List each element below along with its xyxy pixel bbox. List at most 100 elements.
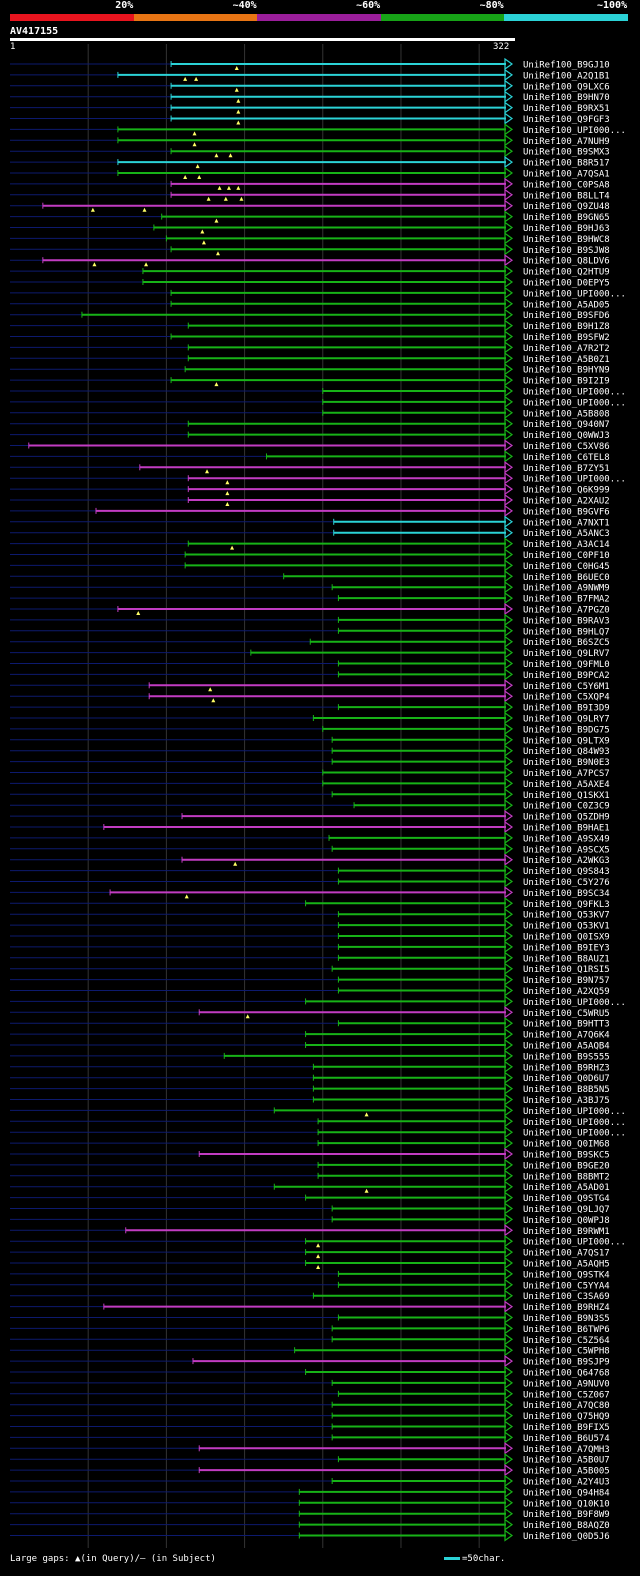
hit-arrow bbox=[504, 1518, 514, 1531]
hit-arrow bbox=[504, 646, 514, 659]
gap-marker bbox=[90, 207, 95, 212]
hit-label: UniRef100_B8B5N5 bbox=[523, 1085, 610, 1095]
hit-arrow bbox=[504, 1409, 514, 1422]
gap-marker bbox=[215, 251, 220, 256]
hit-arrow bbox=[504, 624, 514, 637]
hit-label: UniRef100_Q9S843 bbox=[523, 867, 610, 877]
hit-arrow bbox=[504, 1333, 514, 1346]
hit-label: UniRef100_B7FMA2 bbox=[523, 595, 610, 605]
hit-label: UniRef100_Q9STG4 bbox=[523, 1194, 610, 1204]
gap-marker bbox=[225, 480, 230, 485]
hit-label: UniRef100_Q0ISX9 bbox=[523, 933, 610, 943]
hit-label: UniRef100_UPI000... bbox=[523, 1238, 626, 1248]
gap-marker bbox=[364, 1188, 369, 1193]
hit-arrow bbox=[504, 1213, 514, 1226]
hit-label: UniRef100_C0Z3C9 bbox=[523, 802, 610, 812]
hit-label: UniRef100_B9N3S5 bbox=[523, 1314, 610, 1324]
hit-label: UniRef100_C0HG45 bbox=[523, 562, 610, 572]
hit-label: UniRef100_A5AQB4 bbox=[523, 1042, 610, 1052]
gap-marker bbox=[217, 185, 222, 190]
hit-arrow bbox=[504, 700, 514, 714]
hit-arrow bbox=[504, 254, 514, 267]
hit-arrow bbox=[504, 1115, 514, 1128]
gap-marker bbox=[230, 545, 235, 550]
hit-arrow bbox=[504, 504, 514, 518]
hit-arrow bbox=[504, 145, 514, 158]
hit-arrow bbox=[504, 1180, 514, 1193]
hit-arrow bbox=[504, 711, 514, 725]
hit-label: UniRef100_B6UEC0 bbox=[523, 573, 610, 583]
hit-arrow bbox=[504, 1442, 514, 1455]
hit-arrow bbox=[504, 1071, 514, 1084]
hit-arrow bbox=[504, 1365, 514, 1379]
gap-marker bbox=[206, 196, 211, 201]
hit-arrow bbox=[504, 886, 514, 899]
hit-label: UniRef100_A7NUH9 bbox=[523, 137, 610, 147]
hit-arrow bbox=[504, 1147, 514, 1161]
hit-arrow bbox=[504, 744, 514, 757]
hit-label: UniRef100_A7QSA1 bbox=[523, 170, 610, 180]
hit-label: UniRef100_C5XV86 bbox=[523, 442, 610, 452]
hit-arrow bbox=[504, 929, 514, 943]
hit-label: UniRef100_B9I3D9 bbox=[523, 704, 610, 714]
footer-note: Large gaps: ▲(in Query)/– (in Subject) bbox=[10, 1554, 216, 1564]
hit-arrow bbox=[504, 515, 514, 528]
hit-label: UniRef100_Q0D6U7 bbox=[523, 1074, 610, 1084]
hit-arrow bbox=[504, 799, 514, 812]
hit-arrow bbox=[504, 722, 514, 736]
legend-label: ~80% bbox=[479, 0, 504, 11]
hit-arrow bbox=[504, 591, 514, 605]
hit-label: UniRef100_B9FIX5 bbox=[523, 1423, 610, 1433]
hit-label: UniRef100_Q64768 bbox=[523, 1369, 610, 1379]
hit-arrow bbox=[504, 995, 514, 1008]
gap-marker bbox=[183, 76, 188, 81]
gap-marker bbox=[245, 1014, 250, 1019]
legend-swatch bbox=[133, 14, 257, 21]
gap-marker bbox=[205, 469, 210, 474]
hit-arrow bbox=[504, 210, 514, 223]
hit-label: UniRef100_B9SMX3 bbox=[523, 148, 610, 158]
gap-marker bbox=[192, 142, 197, 147]
hit-arrow bbox=[504, 940, 514, 954]
hit-arrow bbox=[504, 908, 514, 921]
gap-marker bbox=[136, 611, 141, 615]
gap-marker bbox=[194, 76, 199, 81]
hit-arrow bbox=[504, 384, 514, 398]
hit-label: UniRef100_A5ANC3 bbox=[523, 529, 610, 539]
hit-arrow bbox=[504, 166, 514, 180]
hit-label: UniRef100_A9NUV0 bbox=[523, 1379, 610, 1389]
hit-arrow bbox=[504, 1049, 514, 1063]
hit-label: UniRef100_B8R517 bbox=[523, 159, 610, 169]
hit-arrow bbox=[504, 657, 514, 670]
hit-arrow bbox=[504, 68, 514, 82]
hit-label: UniRef100_B9RHZ3 bbox=[523, 1063, 610, 1073]
hit-arrow bbox=[504, 123, 514, 136]
hit-arrow bbox=[504, 417, 514, 430]
hit-label: UniRef100_B9HWC8 bbox=[523, 235, 610, 245]
gap-marker bbox=[183, 175, 188, 179]
gap-marker bbox=[195, 164, 200, 169]
hit-arrow bbox=[504, 1507, 514, 1520]
hit-arrow bbox=[504, 864, 514, 877]
hit-label: UniRef100_B6U574 bbox=[523, 1434, 610, 1444]
gap-marker bbox=[226, 185, 231, 190]
hit-arrow bbox=[504, 1158, 514, 1172]
hit-arrow bbox=[504, 1463, 514, 1477]
hit-label: UniRef100_C5Y6M1 bbox=[523, 682, 610, 692]
hit-arrow bbox=[504, 602, 514, 616]
hit-arrow bbox=[504, 79, 514, 92]
hit-arrow bbox=[504, 831, 514, 845]
scale-label: =50char. bbox=[462, 1554, 506, 1564]
hit-label: UniRef100_B9S555 bbox=[523, 1052, 610, 1062]
hit-label: UniRef100_Q94H84 bbox=[523, 1488, 610, 1498]
hit-label: UniRef100_Q9LJQ7 bbox=[523, 1205, 610, 1215]
hit-label: UniRef100_A5AD05 bbox=[523, 300, 610, 310]
hit-arrow bbox=[504, 1191, 514, 1204]
hit-label: UniRef100_A7PCS7 bbox=[523, 769, 610, 779]
hit-arrow bbox=[504, 155, 514, 169]
hit-arrow bbox=[504, 973, 514, 986]
hit-arrow bbox=[504, 1289, 514, 1302]
hit-arrow bbox=[504, 461, 514, 474]
gap-marker bbox=[225, 491, 230, 496]
hit-label: UniRef100_B9RX51 bbox=[523, 104, 610, 114]
